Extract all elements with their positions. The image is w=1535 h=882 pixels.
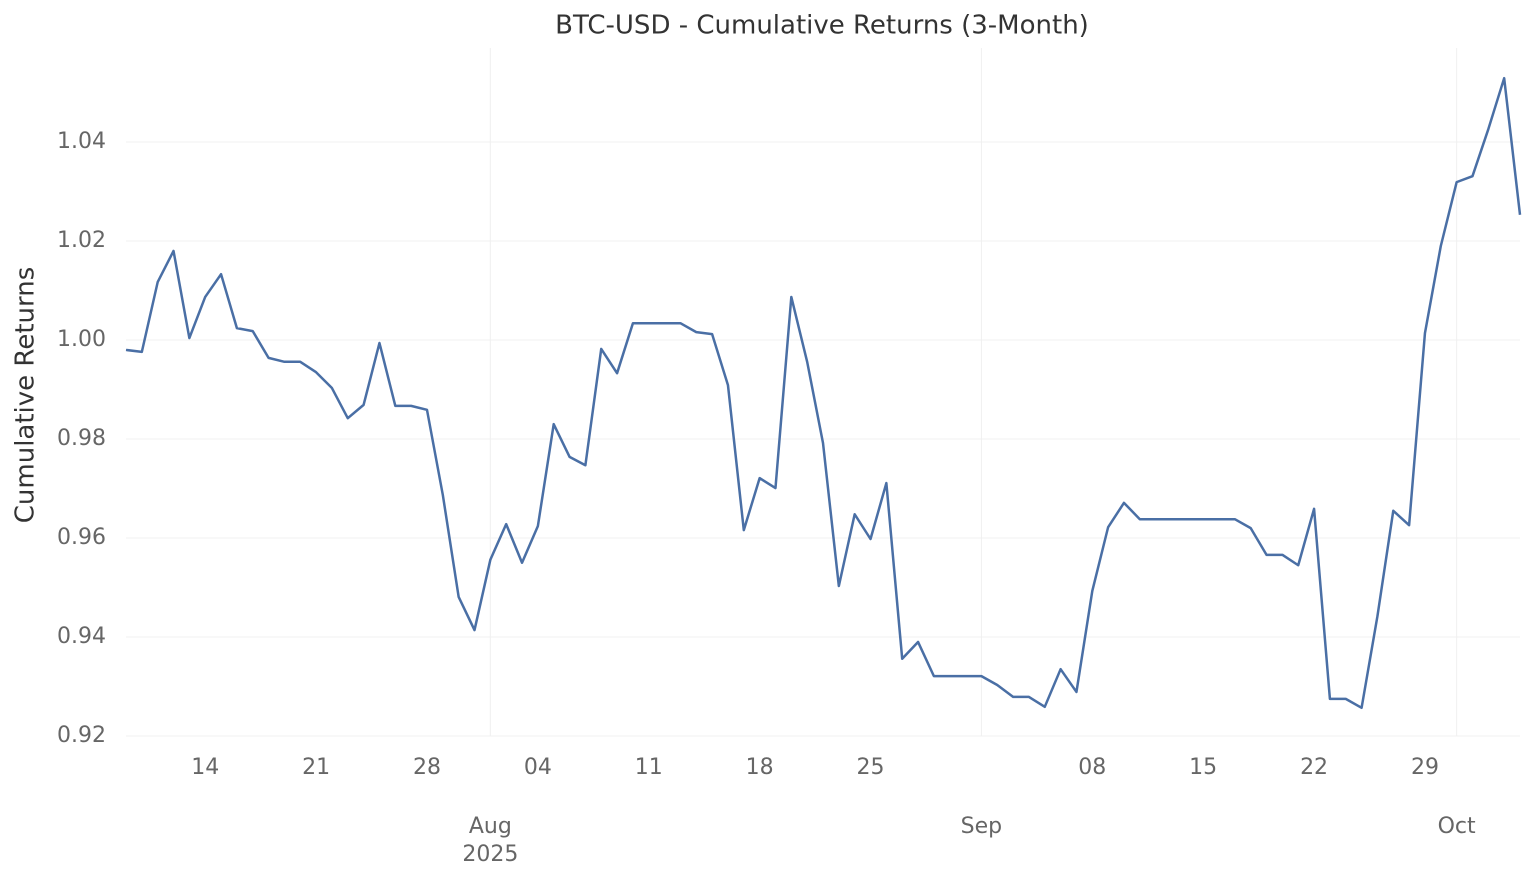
x-tick-label: 28	[413, 755, 441, 780]
y-axis-title: Cumulative Returns	[11, 267, 41, 523]
x-tick-label: 14	[191, 755, 219, 780]
y-tick-label: 1.04	[57, 129, 106, 154]
x-major-tick-label: Oct	[1438, 814, 1476, 839]
x-tick-label: 21	[302, 755, 330, 780]
y-tick-label: 0.98	[57, 426, 106, 451]
y-tick-label: 1.02	[57, 228, 106, 253]
x-year-label: 2025	[462, 842, 518, 867]
y-tick-label: 0.94	[57, 624, 106, 649]
x-tick-label: 22	[1300, 755, 1328, 780]
x-tick-label: 08	[1078, 755, 1106, 780]
line-series	[125, 76, 1522, 710]
y-tick-label: 1.00	[57, 327, 106, 352]
x-tick-label: 18	[746, 755, 774, 780]
x-tick-label: 29	[1411, 755, 1439, 780]
x-tick-label: 11	[635, 755, 663, 780]
x-tick-label: 04	[524, 755, 552, 780]
y-tick-label: 0.92	[57, 723, 106, 748]
y-tick-label: 0.96	[57, 525, 106, 550]
x-tick-label: 25	[857, 755, 885, 780]
x-major-tick-label: Sep	[961, 814, 1002, 839]
x-major-tick-label: Aug	[469, 814, 512, 839]
x-tick-label: 15	[1189, 755, 1217, 780]
chart-title: BTC-USD - Cumulative Returns (3-Month)	[555, 11, 1089, 41]
